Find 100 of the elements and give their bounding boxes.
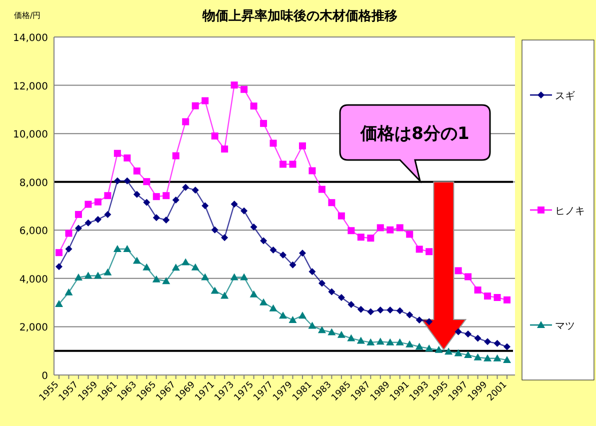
point — [464, 273, 472, 280]
point — [493, 354, 502, 362]
point — [415, 342, 424, 350]
point — [386, 306, 394, 314]
point — [240, 86, 248, 93]
point — [74, 224, 82, 232]
point — [426, 318, 433, 326]
point — [124, 154, 131, 162]
point — [202, 202, 209, 210]
point — [337, 330, 346, 338]
y-tick-label: 8,000 — [19, 178, 48, 189]
point — [94, 272, 102, 279]
point — [328, 199, 336, 206]
point — [211, 226, 218, 234]
point — [104, 268, 112, 276]
point — [182, 184, 190, 191]
point — [504, 296, 510, 304]
y-axis-title: 価格/円 — [14, 11, 41, 20]
point — [104, 210, 112, 218]
point — [202, 97, 209, 104]
point — [454, 267, 462, 274]
point — [220, 292, 229, 299]
y-tick-label: 12,000 — [13, 81, 48, 92]
y-tick-label: 14,000 — [13, 33, 48, 44]
point — [143, 178, 150, 186]
point — [474, 334, 482, 342]
chart-title: 物価上昇率加味後の木材価格推移 — [202, 8, 398, 24]
point — [376, 338, 384, 345]
point — [367, 308, 374, 316]
point — [328, 328, 336, 336]
point — [152, 214, 160, 222]
point — [172, 196, 180, 204]
point — [494, 294, 501, 301]
point — [55, 300, 63, 308]
point — [484, 292, 492, 300]
point — [348, 227, 355, 234]
legend-label: マツ — [555, 321, 575, 332]
point — [406, 230, 414, 238]
y-tick-label: 6,000 — [19, 226, 48, 238]
point — [425, 344, 434, 352]
point — [172, 264, 180, 271]
point — [182, 118, 190, 126]
point — [152, 275, 160, 282]
point — [357, 306, 364, 313]
point — [124, 177, 131, 184]
y-tick-label: 4,000 — [19, 274, 48, 286]
point — [230, 82, 238, 89]
point — [94, 216, 102, 224]
point — [348, 301, 355, 308]
point — [260, 120, 268, 127]
point — [104, 192, 112, 200]
point — [56, 249, 62, 256]
legend-label: スギ — [555, 90, 575, 102]
point — [396, 224, 404, 232]
point — [406, 340, 414, 348]
point — [240, 273, 248, 280]
point — [210, 286, 219, 294]
point — [279, 312, 287, 319]
point — [65, 230, 72, 237]
point — [454, 328, 462, 336]
y-tick-label: 10,000 — [13, 130, 48, 141]
point — [192, 186, 199, 194]
point — [464, 330, 472, 338]
point — [474, 286, 482, 294]
point — [386, 226, 394, 234]
point — [113, 244, 122, 252]
point — [308, 167, 316, 174]
point — [162, 277, 170, 284]
point — [504, 343, 510, 350]
point — [260, 237, 268, 244]
point — [192, 102, 199, 110]
point — [367, 234, 374, 242]
point — [280, 160, 286, 168]
point — [376, 306, 384, 314]
point — [142, 263, 151, 270]
point — [396, 307, 404, 314]
point — [366, 338, 375, 346]
point — [162, 216, 170, 224]
point — [298, 250, 306, 257]
point — [94, 198, 102, 206]
y-tick-label: 0 — [42, 371, 48, 382]
point — [114, 177, 121, 184]
point — [454, 349, 462, 356]
point — [298, 142, 306, 150]
point — [84, 200, 92, 208]
point — [64, 288, 73, 296]
point — [65, 245, 72, 252]
point — [182, 258, 190, 266]
point — [416, 246, 423, 253]
point — [250, 290, 258, 298]
point — [270, 140, 277, 147]
point — [288, 316, 297, 323]
point — [230, 200, 238, 208]
point — [270, 246, 277, 254]
point — [318, 186, 326, 193]
point — [162, 192, 170, 200]
point — [298, 312, 306, 319]
point — [328, 288, 336, 296]
point — [221, 234, 228, 242]
point — [269, 304, 278, 312]
